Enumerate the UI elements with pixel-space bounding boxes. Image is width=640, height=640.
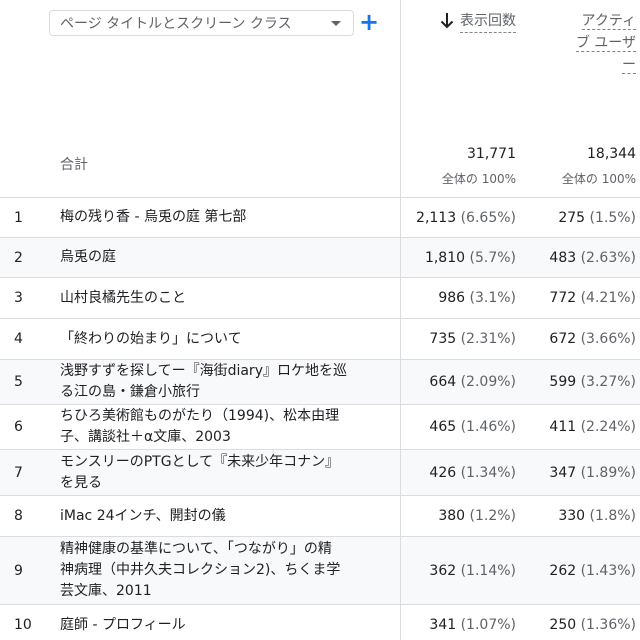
column-divider [400,238,401,277]
row-title: 「終わりの始まり」について [60,330,242,347]
row-rank: 8 [14,508,23,524]
table-row[interactable]: 10 庭師 - プロフィール 341 (1.07%) 250 (1.36%) [0,605,640,640]
row-title: 山村良橘先生のこと [60,289,186,306]
active-users-header-line1: アクティ [581,13,636,30]
row-rank: 4 [14,331,23,347]
active-users-header-line3: ー [622,57,636,74]
column-divider [400,278,401,318]
row-rank: 3 [14,290,23,306]
column-divider [400,450,401,495]
row-views: 426 (1.34%) [429,464,516,481]
row-rank: 1 [14,209,23,226]
row-rank: 5 [14,374,23,390]
row-users: 483 (2.63%) [549,249,636,266]
table-row[interactable]: 9 精神健康の基準について、「つながり」の精 神病理（中井久夫コレクション2)、ち… [0,537,640,605]
row-users: 330 (1.8%) [558,508,636,524]
row-title: iMac 24インチ、開封の儀 [60,507,226,524]
column-divider [400,198,401,237]
column-divider [400,360,401,404]
views-header-label: 表示回数 [460,10,516,33]
row-views: 380 (1.2%) [438,508,516,524]
table-row[interactable]: 1 梅の残り香 - 烏兎の庭 第七部 2,113 (6.65%) 275 (1.… [0,198,640,238]
active-users-header-line2: ブ ユーザ [575,35,636,52]
row-title: 烏兎の庭 [60,249,116,265]
row-title: 浅野すずを探してー『海街diary』ロケ地を巡 る江の島・鎌倉小旅行 [60,363,347,400]
table-row[interactable]: 8 iMac 24インチ、開封の儀 380 (1.2%) 330 (1.8%) [0,496,640,537]
active-users-column-header[interactable]: アクティ ブ ユーザ ー [560,10,636,76]
row-rank: 2 [14,249,23,266]
row-views: 986 (3.1%) [438,290,516,306]
add-dimension-button[interactable]: + [358,8,380,36]
column-divider [400,0,401,198]
column-divider [400,496,401,536]
row-users: 772 (4.21%) [549,290,636,306]
views-total: 31,771 [467,146,516,162]
row-users: 262 (1.43%) [549,562,636,579]
chevron-down-icon [331,20,341,26]
row-rank: 9 [14,562,23,579]
table-row[interactable]: 5 浅野すずを探してー『海街diary』ロケ地を巡 る江の島・鎌倉小旅行 664 … [0,360,640,405]
row-views: 735 (2.31%) [429,331,516,347]
row-users: 672 (3.66%) [549,331,636,347]
totals-label: 合計 [60,157,88,173]
table-row[interactable]: 3 山村良橘先生のこと 986 (3.1%) 772 (4.21%) [0,278,640,319]
row-rank: 6 [14,419,23,435]
row-views: 362 (1.14%) [429,562,516,579]
views-total-share: 全体の 100% [441,172,516,186]
row-title: 庭師 - プロフィール [60,616,186,633]
row-users: 599 (3.27%) [549,374,636,390]
dimension-select[interactable]: ページ タイトルとスクリーン クラス [49,10,354,36]
row-title: モンスリーのPTGとして『未来少年コナン』 を見る [60,453,340,491]
table-row[interactable]: 2 烏兎の庭 1,810 (5.7%) 483 (2.63%) [0,238,640,278]
table-row[interactable]: 7 モンスリーのPTGとして『未来少年コナン』 を見る 426 (1.34%) 3… [0,450,640,496]
row-title: ちひろ美術館ものがたり（1994)、松本由理 子、講談社＋α文庫、2003 [60,408,340,445]
row-rank: 7 [14,464,23,481]
table-header: ページ タイトルとスクリーン クラス + 表示回数 アクティ ブ ユーザ ー 合… [0,0,640,198]
table-row[interactable]: 6 ちひろ美術館ものがたり（1994)、松本由理 子、講談社＋α文庫、2003 4… [0,405,640,450]
row-views: 465 (1.46%) [429,419,516,435]
row-views: 1,810 (5.7%) [424,249,516,266]
column-divider [400,605,401,640]
users-total-share: 全体の 100% [561,172,636,186]
dimension-label: ページ タイトルとスクリーン クラス [60,16,292,32]
row-views: 341 (1.07%) [429,617,516,633]
users-total: 18,344 [587,146,636,162]
row-users: 411 (2.24%) [549,419,636,435]
row-title: 梅の残り香 - 烏兎の庭 第七部 [60,209,247,225]
row-views: 2,113 (6.65%) [416,209,516,226]
column-divider [400,405,401,449]
table-row[interactable]: 4 「終わりの始まり」について 735 (2.31%) 672 (3.66%) [0,319,640,360]
row-title: 精神健康の基準について、「つながり」の精 神病理（中井久夫コレクション2)、ちくま… [60,541,341,599]
views-column-header[interactable]: 表示回数 [430,10,516,33]
row-rank: 10 [14,617,32,633]
arrow-down-icon [440,13,454,29]
row-views: 664 (2.09%) [429,374,516,390]
row-users: 347 (1.89%) [549,464,636,481]
column-divider [400,319,401,359]
column-divider [400,537,401,604]
row-users: 250 (1.36%) [549,617,636,633]
row-users: 275 (1.5%) [558,209,636,226]
